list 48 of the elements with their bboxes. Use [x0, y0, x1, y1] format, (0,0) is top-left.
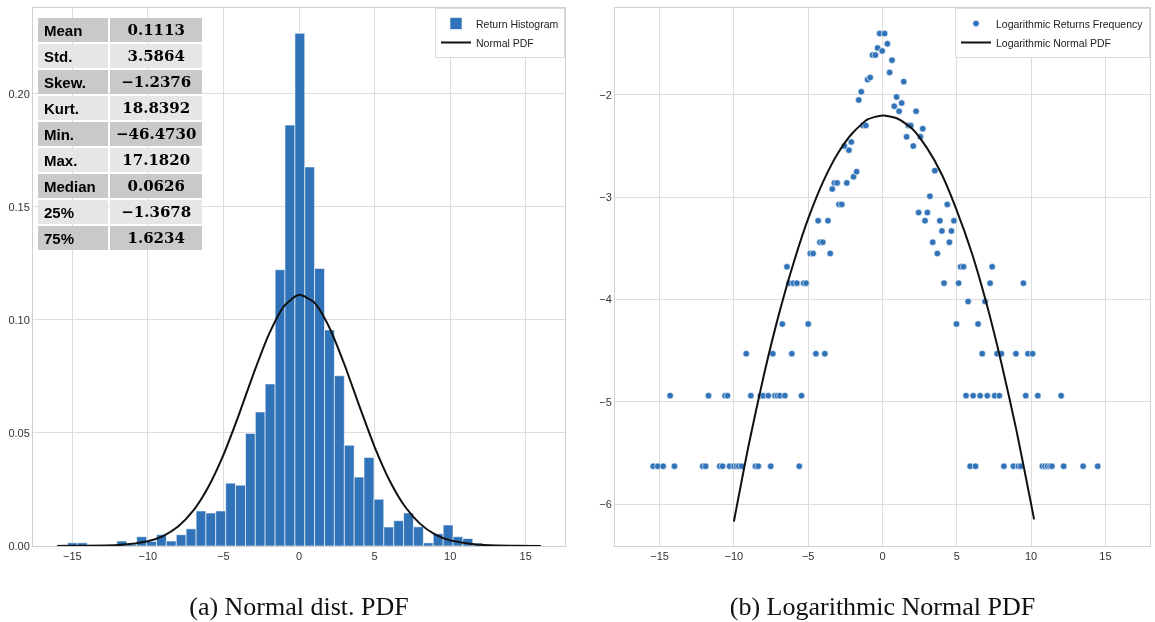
annotation: Std. [38, 44, 108, 68]
annotation: −1.2376 [110, 70, 203, 94]
legend-label: Logarithmic Normal PDF [996, 36, 1111, 49]
y-tick-label: −2 [599, 88, 612, 101]
annotation: 18.8392 [110, 96, 203, 120]
x-tick-label: 0 [879, 550, 886, 563]
y-tick-label: 0.10 [8, 313, 30, 326]
annotation: −1.3678 [110, 200, 203, 224]
text: (b) Logarithmic Normal PDF [729, 591, 1036, 621]
x-tick-label: −5 [217, 550, 230, 563]
x-tick-label: −10 [724, 550, 744, 563]
x-tick-label: 10 [1024, 550, 1038, 563]
x-tick-label: −10 [138, 550, 158, 563]
x-tick-label: 15 [1099, 550, 1112, 563]
x-tick-label: −15 [650, 550, 669, 563]
text: (a) Normal dist. PDF [189, 591, 409, 621]
x-tick-label: −15 [62, 550, 82, 563]
annotation: 0.0626 [110, 174, 203, 198]
legend-label: Return Histogram [476, 17, 559, 30]
annotation: Min. [38, 122, 108, 146]
annotation: Mean [38, 18, 108, 42]
annotation: 1.6234 [110, 226, 203, 250]
y-tick-label: −4 [599, 293, 612, 306]
annotation: 25% [38, 200, 108, 224]
annotation: Median [38, 174, 108, 198]
x-tick-label: 5 [371, 550, 378, 563]
x-tick-label: 0 [295, 550, 303, 563]
annotation: 17.1820 [110, 148, 203, 172]
x-tick-label: 15 [519, 550, 532, 563]
y-tick-label: 0.15 [8, 200, 30, 213]
annotation: Skew. [38, 70, 108, 94]
y-tick-label: −6 [599, 497, 612, 510]
legend-label: Normal PDF [476, 36, 534, 49]
y-tick-label: 0.05 [8, 426, 30, 439]
x-tick-label: 10 [444, 550, 457, 563]
annotation: 75% [38, 226, 108, 250]
annotation: Kurt. [38, 96, 108, 120]
annotation: 3.5864 [110, 44, 203, 68]
y-tick-label: −3 [599, 191, 612, 204]
annotation: Max. [38, 148, 108, 172]
x-tick-label: 5 [953, 550, 960, 563]
annotation: −46.4730 [110, 122, 203, 146]
legend-label: Logarithmic Returns Frequency [996, 17, 1144, 30]
x-tick-label: −5 [801, 550, 815, 563]
y-tick-label: 0.20 [8, 87, 30, 100]
annotation: 0.1113 [110, 18, 203, 42]
y-tick-label: 0.00 [8, 539, 30, 552]
y-tick-label: −5 [599, 395, 612, 408]
